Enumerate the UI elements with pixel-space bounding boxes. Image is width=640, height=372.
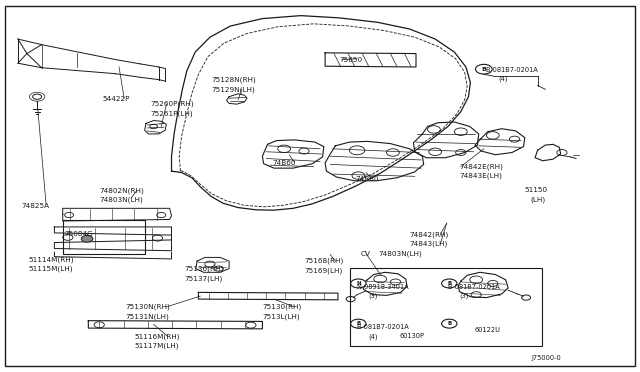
- Circle shape: [470, 276, 483, 283]
- Circle shape: [442, 279, 457, 288]
- Text: 75129N(LH): 75129N(LH): [211, 86, 255, 93]
- Text: 74825A: 74825A: [21, 203, 49, 209]
- Circle shape: [374, 275, 387, 283]
- Text: 7513L(LH): 7513L(LH): [262, 313, 300, 320]
- Text: CV: CV: [360, 251, 371, 257]
- Text: 75136(RH): 75136(RH): [184, 265, 223, 272]
- Circle shape: [488, 280, 498, 286]
- Text: B 081B7-0201A: B 081B7-0201A: [448, 284, 500, 290]
- Text: J75000-0: J75000-0: [531, 355, 561, 361]
- Circle shape: [390, 279, 401, 285]
- Text: 54422P: 54422P: [102, 96, 130, 102]
- Text: 75130(RH): 75130(RH): [262, 304, 301, 310]
- Text: 75261P(LH): 75261P(LH): [150, 110, 193, 117]
- Circle shape: [471, 292, 481, 298]
- Text: 75130N(RH): 75130N(RH): [125, 304, 170, 310]
- Text: 74802N(RH): 74802N(RH): [99, 187, 144, 194]
- Text: 51117M(LH): 51117M(LH): [134, 343, 179, 349]
- Text: 74843E(LH): 74843E(LH): [460, 173, 502, 179]
- Text: B: B: [447, 281, 451, 286]
- Circle shape: [351, 279, 366, 288]
- Bar: [350, 268, 542, 346]
- Text: 75168(RH): 75168(RH): [304, 258, 343, 264]
- Text: 60130P: 60130P: [400, 333, 425, 339]
- Text: (3): (3): [369, 293, 378, 299]
- Text: 51150: 51150: [525, 187, 548, 193]
- Text: 74803N(LH): 74803N(LH): [379, 250, 422, 257]
- Text: 75260P(RH): 75260P(RH): [150, 101, 194, 108]
- Circle shape: [351, 319, 366, 328]
- Text: (3): (3): [460, 293, 469, 299]
- Text: 60122U: 60122U: [475, 327, 501, 333]
- Text: 75137(LH): 75137(LH): [184, 275, 223, 282]
- Text: 74842E(RH): 74842E(RH): [460, 163, 504, 170]
- Text: B 081B7-0201A: B 081B7-0201A: [486, 67, 538, 73]
- Text: 75650: 75650: [339, 57, 362, 62]
- Text: 51115M(LH): 51115M(LH): [29, 265, 74, 272]
- Circle shape: [81, 235, 93, 242]
- Text: 51116M(RH): 51116M(RH): [134, 333, 180, 340]
- Text: 51114M(RH): 51114M(RH): [29, 256, 74, 263]
- Text: 75084G: 75084G: [64, 231, 93, 237]
- Bar: [63, 220, 145, 254]
- Text: N 08918-3401A: N 08918-3401A: [357, 284, 409, 290]
- Text: B 081B7-0201A: B 081B7-0201A: [357, 324, 409, 330]
- Text: 74803N(LH): 74803N(LH): [99, 197, 143, 203]
- Text: (LH): (LH): [530, 196, 545, 203]
- Text: (4): (4): [369, 333, 378, 340]
- Text: 75131N(LH): 75131N(LH): [125, 313, 169, 320]
- Text: B: B: [356, 321, 360, 326]
- Circle shape: [442, 319, 457, 328]
- Circle shape: [476, 64, 492, 74]
- Text: B: B: [447, 321, 451, 326]
- Text: 75169(LH): 75169(LH): [304, 267, 342, 274]
- Text: 74B80: 74B80: [356, 176, 380, 182]
- Text: (4): (4): [498, 76, 508, 82]
- Text: B: B: [481, 67, 486, 72]
- Text: 74843(LH): 74843(LH): [410, 241, 448, 247]
- Text: 75128N(RH): 75128N(RH): [211, 77, 256, 83]
- Text: N: N: [356, 281, 361, 286]
- Text: 74B60: 74B60: [272, 160, 296, 166]
- Text: 74842(RH): 74842(RH): [410, 231, 449, 238]
